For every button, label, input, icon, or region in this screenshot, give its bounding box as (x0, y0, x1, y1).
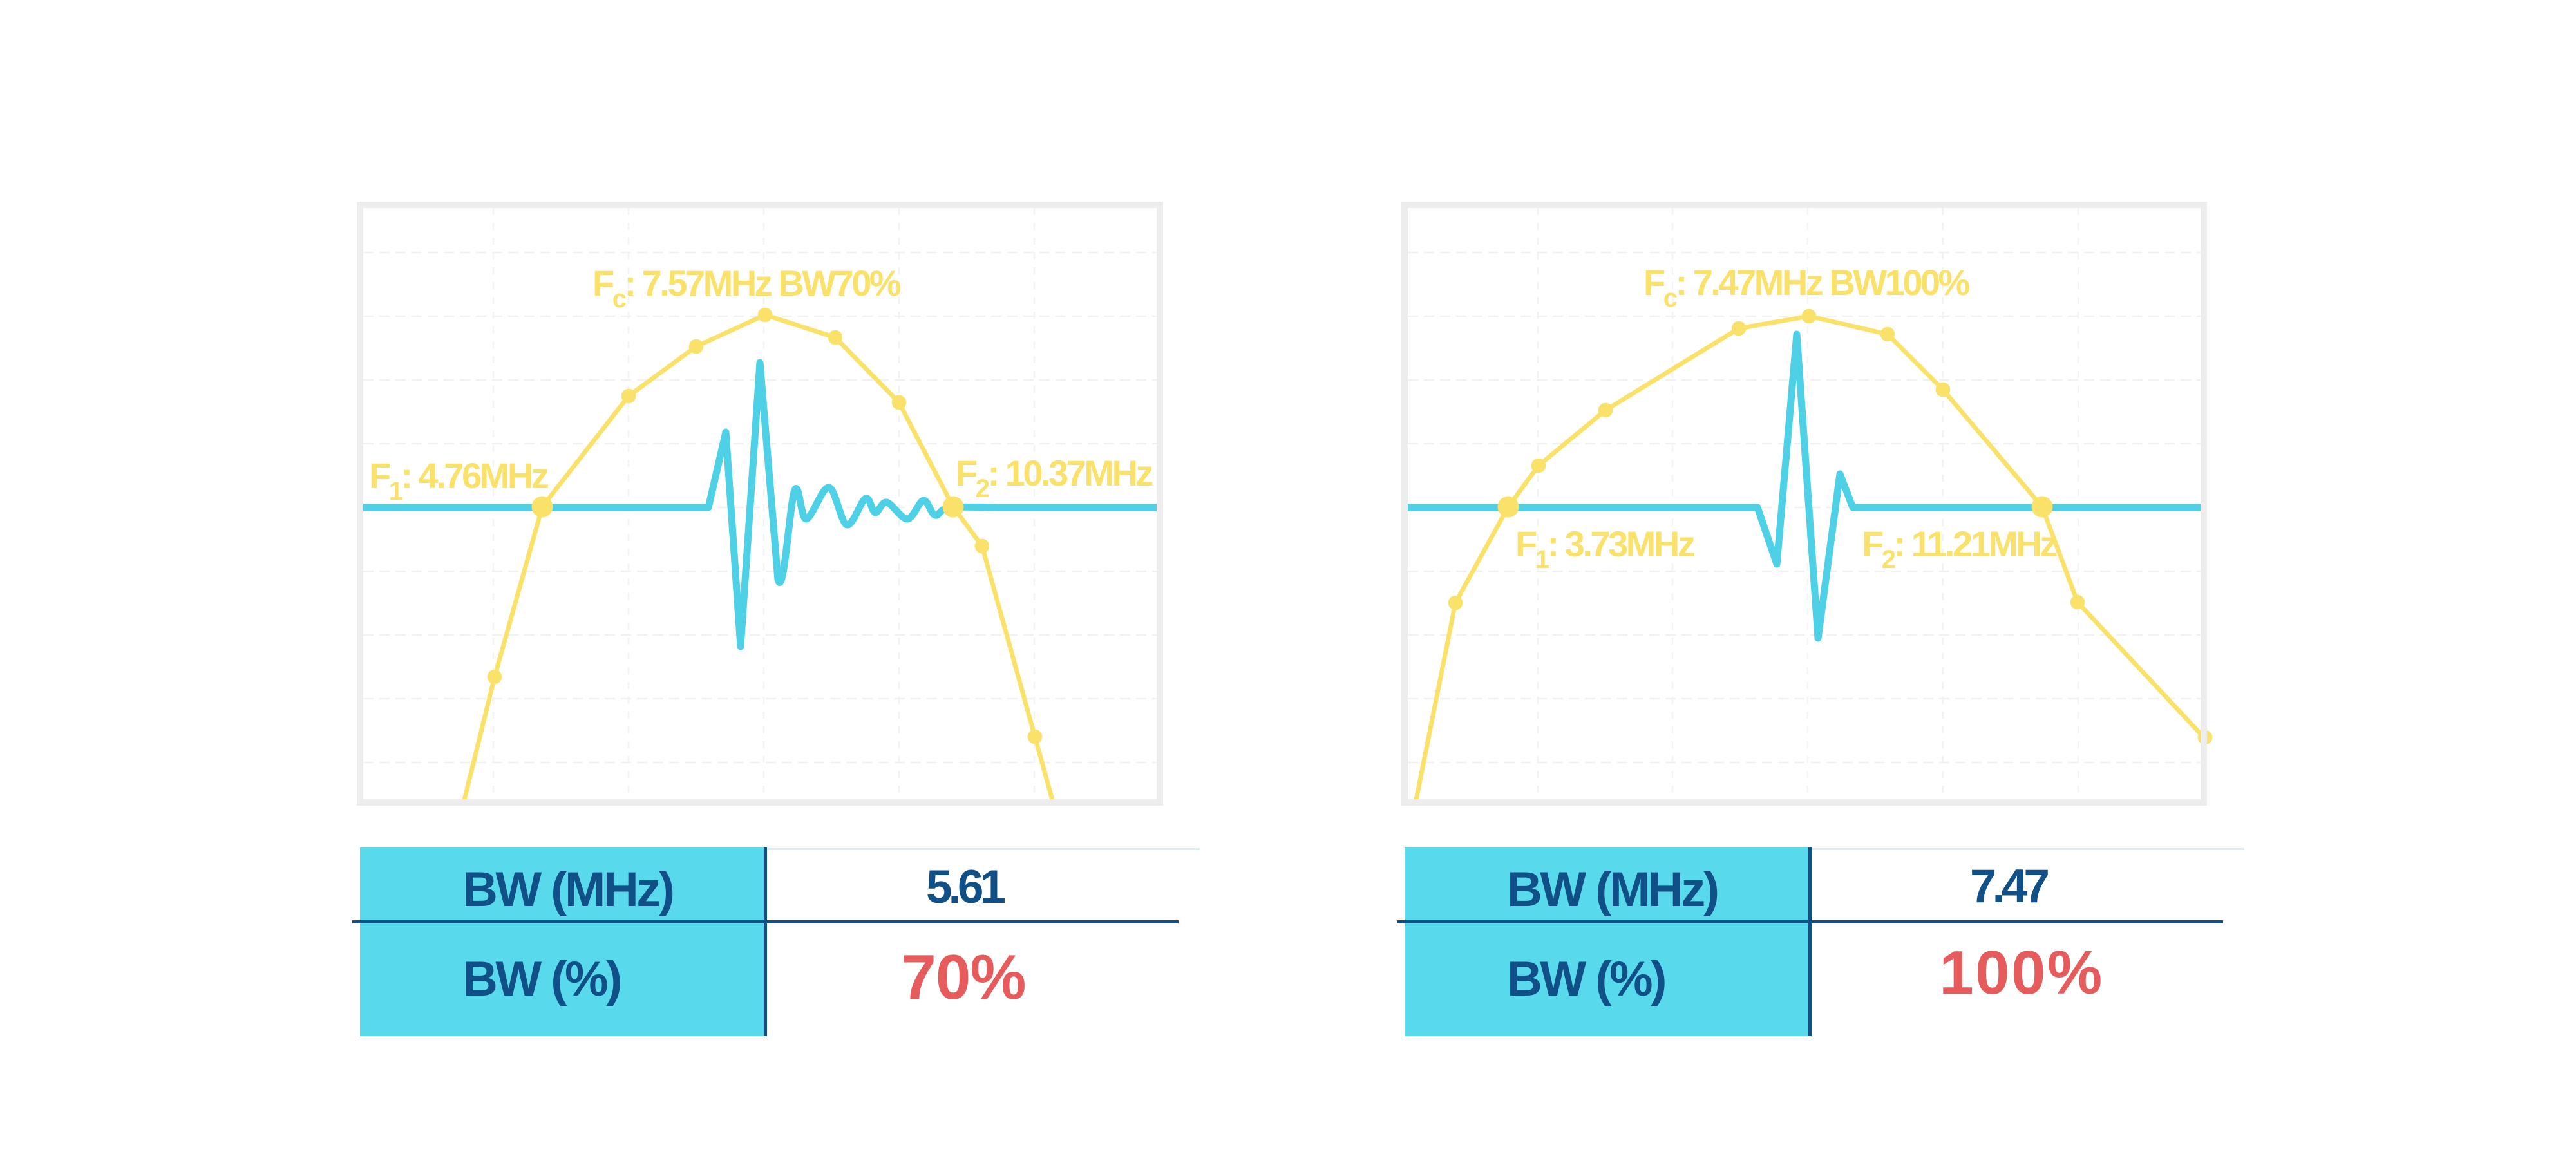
svg-text:100%: 100% (1939, 938, 2104, 1007)
svg-text:7.47: 7.47 (1970, 860, 2048, 913)
svg-text:BW (%): BW (%) (462, 952, 620, 1007)
svg-text:BW (%): BW (%) (1507, 952, 1665, 1007)
svg-text:5.61: 5.61 (926, 861, 1005, 913)
svg-text:BW (MHz): BW (MHz) (462, 862, 673, 917)
svg-text:BW (MHz): BW (MHz) (1507, 862, 1718, 917)
svg-text:70%: 70% (901, 941, 1025, 1012)
